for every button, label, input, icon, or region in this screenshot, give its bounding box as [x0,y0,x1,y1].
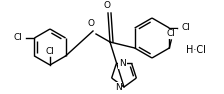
Text: N: N [119,59,126,68]
Text: O: O [103,2,110,11]
Text: Cl: Cl [182,24,191,33]
Text: H·Cl: H·Cl [186,45,206,55]
Text: O: O [88,19,95,28]
Text: Cl: Cl [45,47,54,55]
Text: Cl: Cl [14,33,23,42]
Text: Cl: Cl [167,30,176,39]
Text: N: N [115,83,121,91]
